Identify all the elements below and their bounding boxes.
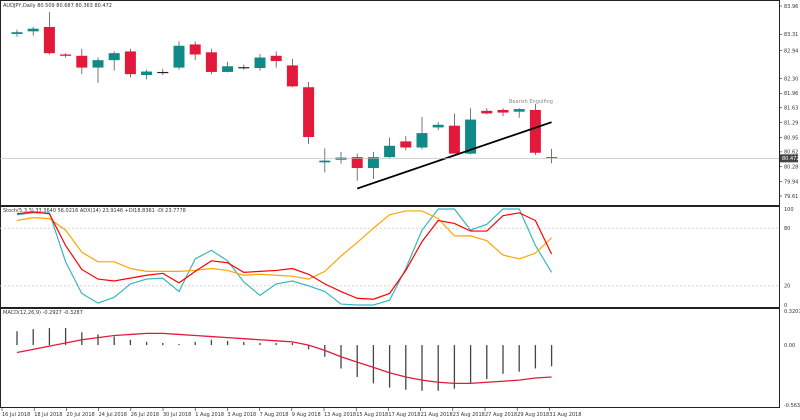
current-price-badge — [780, 154, 798, 163]
date-axis-tick-label: 3 Aug 2018 — [227, 412, 256, 418]
price-axis-tick-label: 81.29 — [784, 120, 798, 126]
candle-body — [286, 65, 298, 87]
macd-axis-tick-label: 0.00 — [784, 343, 795, 349]
price-panel-frame — [0, 0, 780, 206]
candle-body — [157, 71, 169, 74]
price-panel: 83.96 83.31 82.94 82.30 81.96 81.63 81.29 80.95… — [0, 0, 800, 206]
price-axis-tick-label: 81.96 — [784, 91, 798, 97]
candle-body — [124, 51, 136, 75]
candle-body — [529, 109, 541, 153]
macd-panel: 0.3207 0.00 -0.5638 — [0, 308, 800, 409]
date-axis-tick-label: 20 Jul 2018 — [66, 412, 94, 418]
price-axis-tick-label: 82.30 — [784, 76, 798, 82]
date-axis-tick-label: 17 Aug 2018 — [388, 412, 420, 418]
date-axis-tick-label: 29 Aug 2018 — [517, 412, 549, 418]
date-axis-tick-label: 16 Jul 2018 — [2, 412, 30, 418]
price-axis-tick-label: 83.96 — [784, 4, 798, 10]
candle-body — [384, 145, 396, 158]
macd-panel-frame — [0, 308, 780, 408]
oscillator-axis-tick-label: 20 — [784, 284, 790, 290]
candle-body — [319, 160, 331, 163]
main-header-label: AUDJPY,Daily 80.509 80.687 80.363 80.472 — [3, 3, 112, 9]
candle-body — [481, 110, 493, 114]
price-axis-tick-label: 82.94 — [784, 48, 798, 54]
candle-body — [546, 157, 558, 159]
date-axis-tick-label: 26 Jul 2018 — [131, 412, 159, 418]
current-price-badge-label: 80.472 — [782, 156, 800, 162]
candle-body — [432, 124, 444, 128]
series-line-adx — [16, 211, 553, 300]
candle-body — [513, 109, 525, 112]
date-axis-tick-label: 7 Aug 2018 — [260, 412, 289, 418]
oscillator-axis-tick-label: 80 — [784, 226, 790, 232]
oscillator-panel-frame — [0, 206, 780, 308]
candle-body — [497, 109, 509, 113]
date-axis-tick-label: 30 Jul 2018 — [163, 412, 191, 418]
date-axis-tick-label: 23 Aug 2018 — [453, 412, 485, 418]
candle-body — [27, 28, 39, 32]
candle-body — [43, 26, 55, 54]
candle-body — [205, 52, 217, 72]
candle-body — [351, 157, 363, 169]
price-axis-tick-label: 79.61 — [784, 194, 798, 200]
price-axis-tick-label: 83.31 — [784, 32, 798, 38]
candle-body — [400, 141, 412, 148]
candle-body — [238, 67, 250, 69]
oscillator-axis-tick-label: 100 — [784, 207, 794, 213]
date-axis-tick-label: 18 Jul 2018 — [34, 412, 62, 418]
price-axis-tick-label: 80.28 — [784, 165, 798, 171]
date-axis-tick-label: 21 Aug 2018 — [421, 412, 453, 418]
series-line-stoch-d — [16, 210, 553, 280]
date-axis-tick-label: 24 Jul 2018 — [99, 412, 127, 418]
candle-body — [335, 157, 347, 160]
series-line-stoch-k — [16, 208, 553, 306]
pattern-annotation: Bearish Engulfing — [509, 99, 553, 105]
candle-body — [303, 87, 315, 138]
date-axis-tick-label: 15 Aug 2018 — [356, 412, 388, 418]
candle-body — [448, 125, 460, 154]
date-axis-tick-label: 13 Aug 2018 — [324, 412, 356, 418]
macd-signal-line — [16, 332, 552, 384]
candle-body — [141, 71, 153, 76]
candle-body — [367, 157, 379, 169]
price-axis-tick-label: 79.94 — [784, 179, 798, 185]
price-axis-tick-label: 80.62 — [784, 150, 798, 156]
candle-body — [76, 55, 88, 68]
date-axis-tick-label: 27 Aug 2018 — [485, 412, 517, 418]
price-axis-tick-label: 80.95 — [784, 135, 798, 141]
oscillator-panel: 100 80 20 0 — [0, 206, 794, 309]
date-axis-tick-label: 1 Aug 2018 — [195, 412, 224, 418]
date-axis: 16 Jul 2018 18 Jul 2018 20 Jul 2018 24 Jul … — [1, 408, 581, 418]
date-axis-tick-label: 9 Aug 2018 — [292, 412, 321, 418]
oscillator-header-label: Stoch(5,3,3) 33.3640 56.0216 ADX(14) 23.… — [3, 208, 186, 214]
trendline — [356, 121, 552, 190]
date-axis-tick-label: 31 Aug 2018 — [549, 412, 581, 418]
candle-body — [173, 45, 185, 68]
candle-body — [189, 44, 201, 55]
oscillator-axis-tick-label: 0 — [784, 303, 787, 309]
candle-body — [108, 53, 120, 61]
candle-body — [60, 54, 72, 56]
candle-body — [254, 57, 266, 69]
macd-header-label: MACD(12,26,9) -0.2927 -0.3287 — [3, 310, 83, 316]
candle-body — [465, 119, 477, 154]
price-axis-tick-label: 81.63 — [784, 106, 798, 112]
candle-body — [270, 55, 282, 62]
macd-axis-tick-label: -0.5638 — [784, 403, 800, 409]
candle-body — [92, 60, 104, 68]
candle-body — [416, 133, 428, 148]
macd-axis-tick-label: 0.3207 — [784, 309, 800, 315]
candle-body — [11, 32, 23, 34]
candle-body — [222, 66, 234, 72]
